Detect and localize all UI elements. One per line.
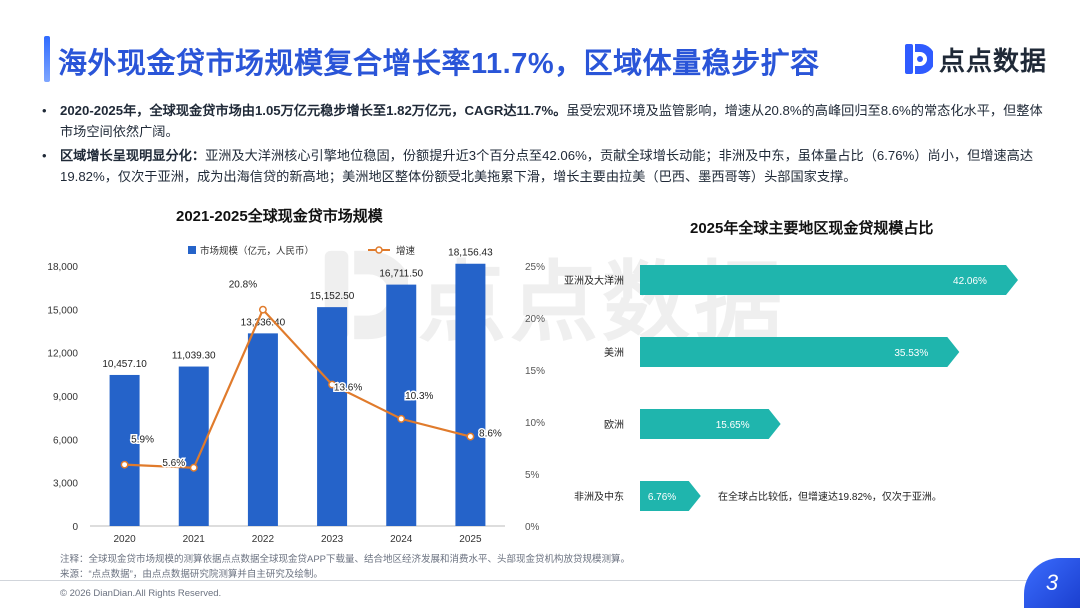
bar-market-size — [386, 284, 417, 526]
region-label: 欧洲 — [604, 419, 624, 431]
title-accent-bar — [44, 36, 50, 82]
growth-value-label: 13.6% — [334, 383, 362, 394]
legend-marker-growth — [375, 246, 383, 254]
region-label: 非洲及中东 — [574, 490, 624, 503]
summary-bullets: • 2020-2025年，全球现金贷市场由1.05万亿元稳步增长至1.82万亿元… — [38, 100, 1048, 190]
y-left-tick-label: 6,000 — [53, 435, 78, 446]
region-share-bar — [640, 409, 781, 439]
region-share-bar — [640, 481, 701, 511]
bullet-text: 虽受宏观环境及监管影响，增速从20.8%的高峰回归至8.6%的常态化水平，但整体… — [60, 103, 1043, 139]
y-left-tick-label: 0 — [72, 522, 78, 533]
x-tick-label: 2024 — [390, 534, 413, 545]
page-number: 3 — [1024, 558, 1080, 608]
copyright: © 2026 DianDian.All Rights Reserved. — [60, 588, 222, 599]
bar-value-label: 10,457.10 — [102, 359, 147, 370]
market-size-chart: 市场规模（亿元，人民币） 增速 0 3,000 6,000 9,000 12,000 15,0… — [47, 245, 545, 545]
growth-point — [466, 432, 475, 441]
bar-market-size — [317, 307, 348, 526]
y-right-tick-label: 10% — [525, 418, 545, 429]
region-value-label: 6.76% — [648, 492, 676, 503]
legend-label-growth: 增速 — [396, 245, 416, 257]
growth-point — [189, 463, 198, 472]
hbar-chart-title: 2025年全球主要地区现金贷规模占比 — [690, 220, 934, 237]
footer-divider — [0, 580, 1030, 581]
legend-swatch-market-size — [188, 246, 196, 254]
bar-market-size — [109, 374, 140, 526]
bullet-dot-icon: • — [42, 148, 47, 163]
logo: 点点数据 — [903, 42, 1047, 76]
bullet-bold: 区域增长呈现明显分化： — [60, 148, 206, 163]
x-tick-label: 2022 — [252, 534, 275, 545]
region-label: 亚洲及大洋洲 — [564, 274, 624, 287]
x-tick-label: 2020 — [113, 534, 136, 545]
logo-icon — [905, 44, 933, 74]
region-annotation: 在全球占比较低，但增速达19.82%，仅次于亚洲。 — [718, 490, 942, 503]
growth-value-label: 8.6% — [479, 429, 502, 440]
region-share-chart: 亚洲及大洋洲 42.06% 美洲 35.53% 欧洲 15.65% 非洲及中东 6.76% 在全… — [564, 265, 1018, 511]
region-value-label: 15.65% — [716, 420, 750, 431]
y-right-tick-label: 20% — [525, 314, 545, 325]
growth-line — [124, 307, 471, 469]
bar-market-size — [455, 263, 486, 526]
growth-value-label: 10.3% — [405, 391, 433, 402]
y-right-tick-label: 25% — [525, 262, 545, 273]
bar-value-label: 18,156.43 — [448, 248, 493, 259]
bullet-bold: 2020-2025年，全球现金贷市场由1.05万亿元稳步增长至1.82万亿元，C… — [60, 103, 567, 118]
x-tick-label: 2023 — [321, 534, 344, 545]
bar-chart-title: 2021-2025全球现金贷市场规模 — [176, 208, 383, 225]
x-tick-label: 2021 — [183, 534, 206, 545]
region-share-bar — [640, 337, 960, 367]
bar-value-label: 16,711.50 — [379, 269, 423, 280]
growth-value-label: 5.6% — [162, 458, 185, 469]
bullet-item: • 区域增长呈现明显分化：亚洲及大洋洲核心引擎地位稳固，份额提升近3个百分点至4… — [38, 145, 1048, 187]
note-line: 注释：全球现金贷市场规模的测算依据点点数据全球现金贷APP下载量、结合地区经济发… — [60, 554, 631, 565]
legend-label-market-size: 市场规模（亿元，人民币） — [200, 245, 314, 257]
bullet-dot-icon: • — [42, 103, 47, 118]
region-label: 美洲 — [604, 346, 624, 359]
growth-point — [328, 380, 337, 389]
y-left-tick-label: 18,000 — [47, 262, 78, 273]
y-left-tick-label: 3,000 — [53, 479, 78, 490]
region-value-label: 35.53% — [894, 348, 928, 359]
y-left-tick-label: 12,000 — [47, 349, 78, 360]
region-share-bar — [640, 265, 1018, 295]
y-left-tick-label: 9,000 — [53, 392, 78, 403]
x-tick-label: 2025 — [459, 534, 482, 545]
y-right-tick-label: 15% — [525, 366, 545, 377]
logo-text: 点点数据 — [939, 45, 1048, 76]
bar-market-size — [247, 333, 278, 526]
growth-point — [258, 305, 267, 314]
bullet-text: 亚洲及大洋洲核心引擎地位稳固，份额提升近3个百分点至42.06%，贡献全球增长动… — [60, 148, 1034, 184]
page-title: 海外现金贷市场规模复合增长率11.7%，区域体量稳步扩容 — [58, 48, 820, 80]
growth-point — [120, 460, 129, 469]
growth-value-label: 5.9% — [131, 435, 154, 446]
y-left-tick-label: 15,000 — [47, 305, 78, 316]
growth-value-label: 20.8% — [229, 280, 257, 291]
notes: 注释：全球现金贷市场规模的测算依据点点数据全球现金贷APP下载量、结合地区经济发… — [60, 552, 1020, 582]
growth-point — [397, 414, 406, 423]
region-value-label: 42.06% — [953, 276, 987, 287]
bar-value-label: 15,152.50 — [310, 291, 355, 302]
y-right-tick-label: 0% — [525, 522, 540, 533]
bullet-item: • 2020-2025年，全球现金贷市场由1.05万亿元稳步增长至1.82万亿元… — [38, 100, 1048, 142]
bar-value-label: 13,336.40 — [241, 317, 286, 328]
source-line: 来源：“点点数据”，由点点数据研究院测算并自主研究及绘制。 — [60, 569, 323, 580]
bar-value-label: 11,039.30 — [172, 351, 216, 362]
y-right-tick-label: 5% — [525, 470, 540, 481]
